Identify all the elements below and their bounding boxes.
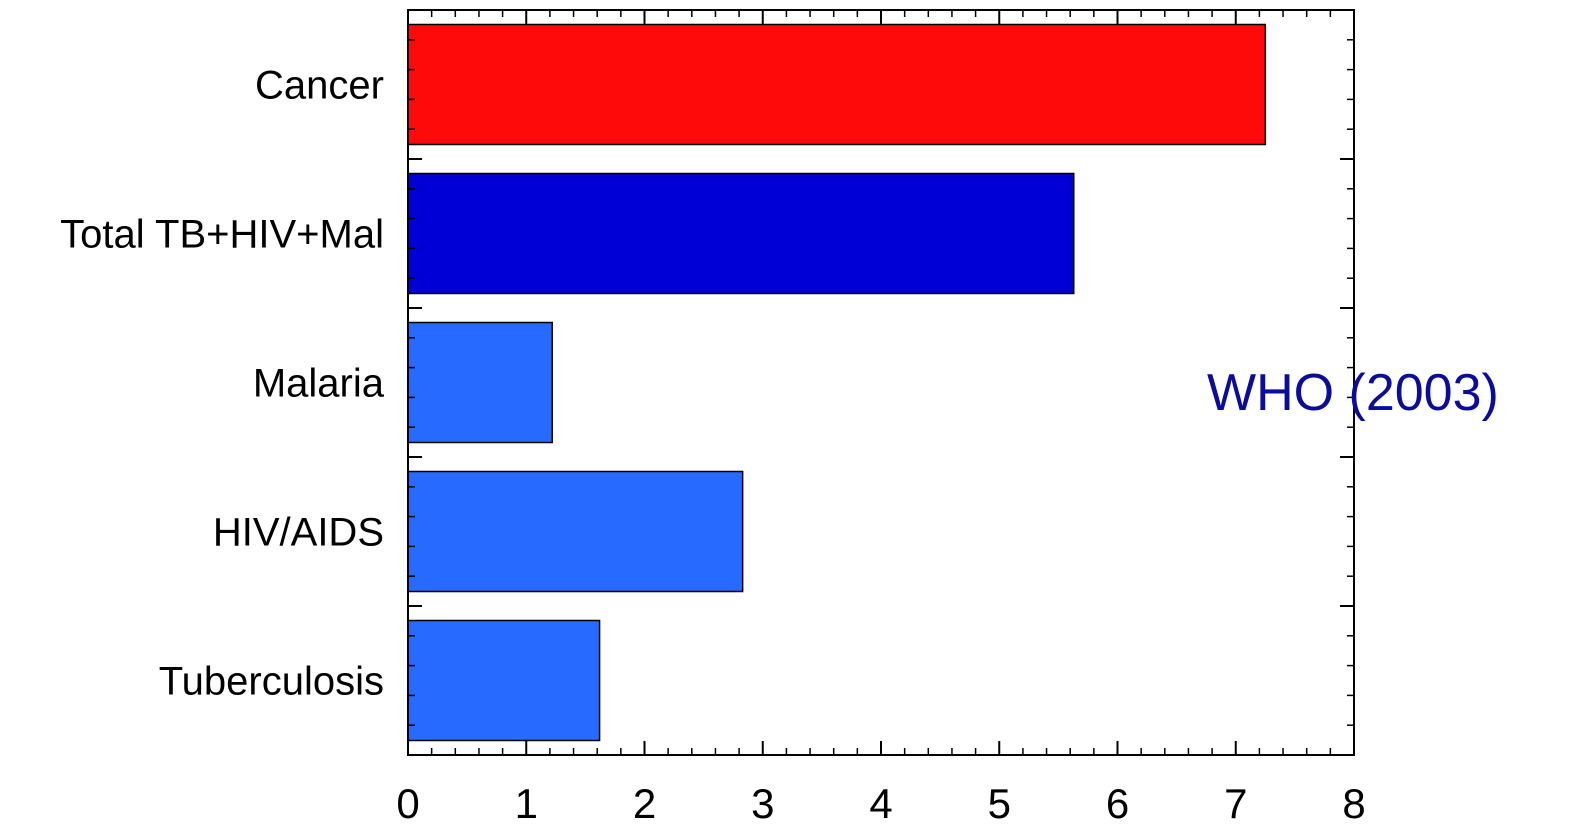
x-tick-label-0: 0 — [396, 780, 419, 824]
axes-group — [407, 9, 1355, 756]
category-label-0: Cancer — [255, 64, 384, 108]
labels-group: Cancer Total TB+HIV+Mal Malaria HIV/AIDS Tub… — [60, 64, 1366, 824]
bar-4 — [407, 619, 601, 742]
x-tick-label-6: 6 — [1106, 780, 1129, 824]
bar-1 — [407, 172, 1075, 295]
bars-group — [407, 23, 1267, 742]
x-tick-label-3: 3 — [751, 780, 774, 824]
bar-2 — [407, 321, 554, 444]
x-tick-label-8: 8 — [1342, 780, 1365, 824]
category-label-2: Malaria — [253, 362, 385, 406]
source-annotation: WHO (2003) — [1207, 364, 1499, 422]
x-tick-label-1: 1 — [515, 780, 538, 824]
x-tick-label-4: 4 — [869, 780, 892, 824]
x-tick-label-5: 5 — [988, 780, 1011, 824]
x-tick-label-2: 2 — [633, 780, 656, 824]
bar-3 — [407, 470, 744, 593]
category-label-4: Tuberculosis — [159, 660, 384, 704]
x-tick-label-7: 7 — [1224, 780, 1247, 824]
bar-0 — [407, 23, 1267, 146]
category-label-1: Total TB+HIV+Mal — [60, 213, 384, 257]
category-label-3: HIV/AIDS — [213, 511, 384, 555]
